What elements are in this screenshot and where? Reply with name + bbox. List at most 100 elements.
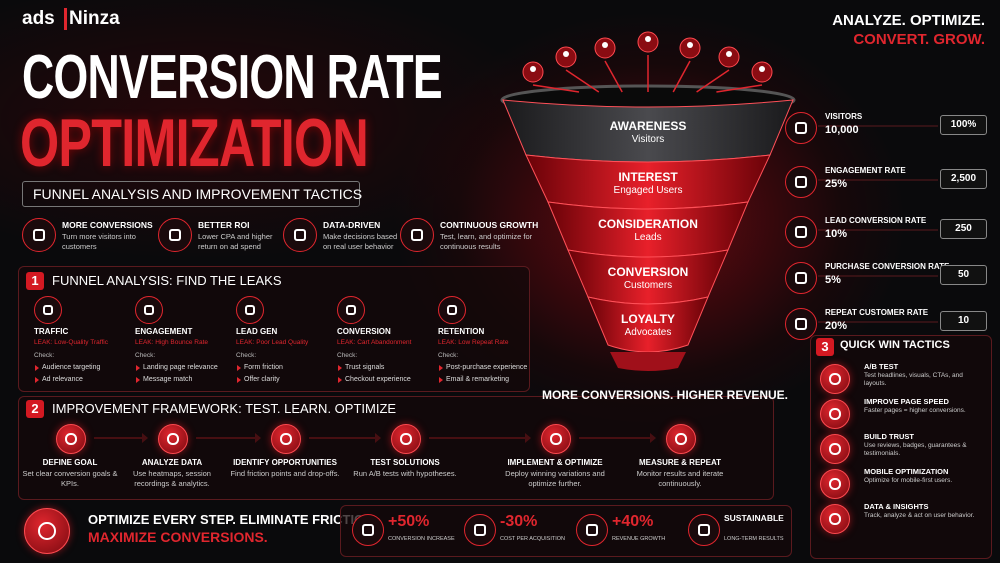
metric-count: 10 — [940, 311, 987, 331]
icon — [24, 508, 70, 554]
icon-glyph — [167, 433, 179, 445]
stage-audience: Advocates — [624, 327, 672, 338]
step-title: IDENTIFY OPPORTUNITIES — [233, 458, 337, 467]
leak-name: LEAK: Cart Abandonment — [337, 339, 412, 346]
check-label: Check: — [135, 352, 156, 359]
icon — [158, 218, 192, 252]
step-text: Deploy winning variations and optimize f… — [505, 469, 605, 488]
icon-glyph — [829, 408, 841, 420]
icon — [135, 296, 163, 324]
metric-label: VISITORS — [825, 112, 863, 121]
stat-label: REVENUE GROWTH — [612, 536, 666, 542]
icon-glyph — [829, 443, 841, 455]
funnel-caption: MORE CONVERSIONS. HIGHER REVENUE. — [541, 388, 789, 402]
icon — [337, 296, 365, 324]
benefit-title: DATA-DRIVEN — [323, 220, 381, 230]
icon — [785, 166, 817, 198]
brand-prefix: ads — [22, 8, 55, 29]
icon — [22, 218, 56, 252]
stage-audience: Visitors — [631, 133, 665, 145]
visitor-arrow — [672, 60, 691, 93]
visitor-head — [602, 42, 608, 48]
icon-glyph — [795, 176, 807, 188]
icon-glyph — [446, 304, 458, 316]
brand-name: Ninza — [64, 8, 120, 30]
tactic-title: MOBILE OPTIMIZATION — [864, 467, 949, 476]
step-text: Set clear conversion goals & KPIs. — [22, 469, 118, 488]
check-point: Ad relevance — [34, 376, 83, 383]
subtitle: FUNNEL ANALYSIS AND IMPROVEMENT TACTICS — [22, 181, 362, 207]
benefit-title: BETTER ROI — [198, 220, 250, 230]
icon — [820, 469, 850, 499]
icon — [785, 262, 817, 294]
check-point: Audience targeting — [34, 364, 100, 371]
tactic-title: A/B TEST — [864, 362, 899, 371]
step-title: MEASURE & REPEAT — [638, 458, 722, 467]
title-line2: OPTIMIZATION — [20, 105, 369, 181]
check-point: Email & remarketing — [438, 376, 509, 383]
metric-value: 10% — [825, 228, 848, 240]
funnel-analysis-panel — [18, 266, 530, 392]
icon — [271, 424, 301, 454]
icon — [400, 218, 434, 252]
benefit-title: MORE CONVERSIONS — [62, 220, 153, 230]
icon-glyph — [795, 272, 807, 284]
icon — [820, 364, 850, 394]
tagline-line1: ANALYZE. OPTIMIZE. — [832, 12, 985, 29]
check-point: Trust signals — [337, 364, 384, 371]
leak-title: CONVERSION — [337, 327, 391, 336]
stage-name: CONVERSION — [607, 264, 689, 279]
visitor-head — [687, 42, 693, 48]
tactic-text: Optimize for mobile-first users. — [864, 477, 953, 484]
stat-label: CONVERSION INCREASE — [388, 536, 455, 542]
icon — [785, 112, 817, 144]
visitor-arrow — [716, 84, 763, 93]
stat-label: COST PER ACQUISITION — [500, 536, 565, 542]
metric-value: 20% — [825, 320, 848, 332]
metric-value: 10,000 — [825, 124, 859, 136]
icon-glyph — [32, 228, 46, 242]
metric-count: 250 — [940, 219, 987, 239]
icon-glyph — [38, 522, 56, 540]
check-point: Landing page relevance — [135, 364, 218, 371]
icon-glyph — [474, 524, 486, 536]
icon — [56, 424, 86, 454]
visitor-arrow — [604, 60, 623, 93]
stat-value: +50% — [388, 513, 430, 530]
icon — [785, 308, 817, 340]
metric-label: PURCHASE CONVERSION RATE — [825, 262, 950, 271]
step-text: Find friction points and drop-offs. — [230, 469, 340, 478]
leak-name: LEAK: Poor Lead Quality — [236, 339, 309, 346]
icon — [541, 424, 571, 454]
stage-name: CONSIDERATION — [598, 217, 698, 231]
icon-glyph — [829, 513, 841, 525]
check-point: Form friction — [236, 364, 283, 371]
stat-value: -30% — [500, 513, 538, 530]
icon — [820, 434, 850, 464]
tagline-line2: CONVERT. GROW. — [853, 31, 985, 48]
visitor-arrow — [565, 69, 600, 93]
icon-glyph — [795, 318, 807, 330]
icon-glyph — [244, 304, 256, 316]
step-title: ANALYZE DATA — [141, 458, 203, 467]
icon — [352, 514, 384, 546]
tactic-text: Test headlines, visuals, CTAs, and layou… — [864, 372, 963, 387]
icon — [820, 399, 850, 429]
step-title: TEST SOLUTIONS — [370, 458, 440, 467]
benefit-text: Make decisions based on real user behavi… — [323, 232, 398, 251]
title-line1: CONVERSION RATE — [22, 43, 443, 112]
metric-label: REPEAT CUSTOMER RATE — [825, 308, 929, 317]
icon-glyph — [829, 478, 841, 490]
tactic-text: Use reviews, badges, guarantees & testim… — [864, 442, 967, 457]
section-number: 2 — [26, 400, 44, 418]
metric-label: LEAD CONVERSION RATE — [825, 216, 927, 225]
icon-glyph — [550, 433, 562, 445]
check-label: Check: — [236, 352, 257, 359]
leak-title: RETENTION — [438, 327, 485, 336]
icon — [34, 296, 62, 324]
benefit-text: Lower CPA and higher return on ad spend — [198, 232, 273, 251]
benefit-text: Turn more visitors into customers — [62, 232, 136, 251]
check-label: Check: — [34, 352, 55, 359]
